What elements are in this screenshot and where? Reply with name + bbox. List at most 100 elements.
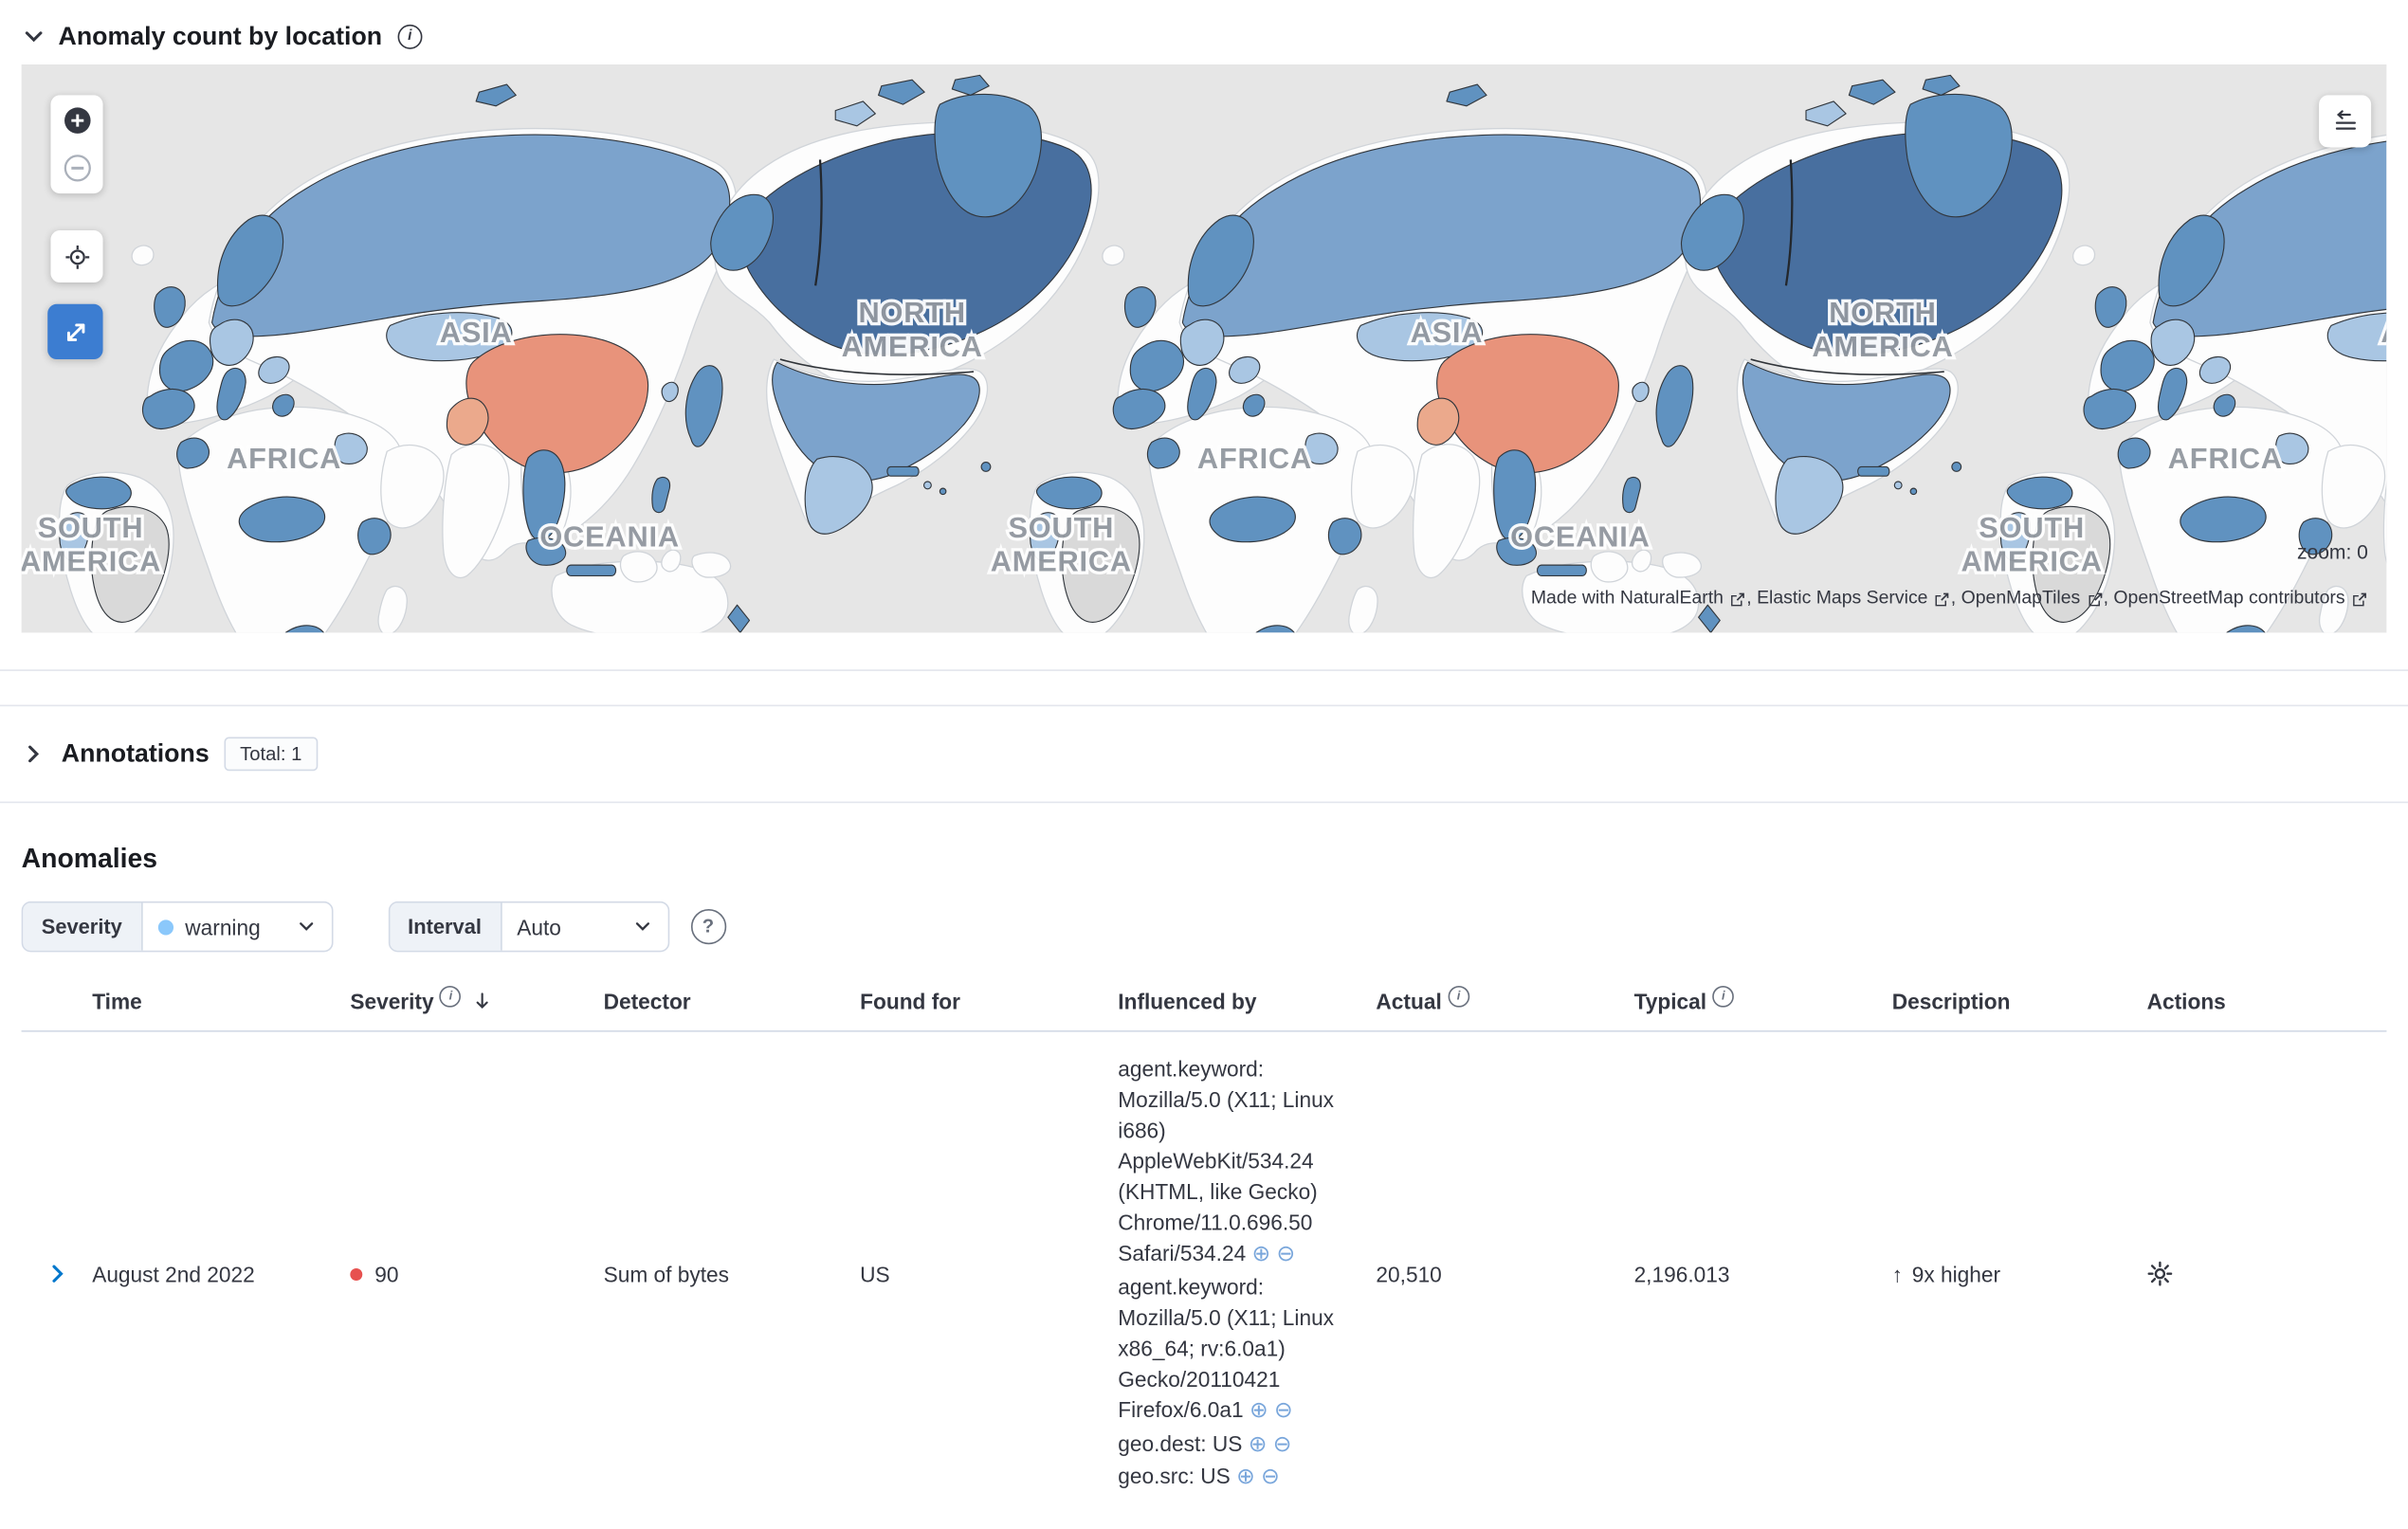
zoom-in-button[interactable] [63,106,92,136]
column-header-description: Description [1891,976,2147,1032]
expand-annotations-button[interactable] [22,741,46,766]
fit-to-data-button[interactable] [50,229,103,283]
attribution-separator: , [1746,586,1758,609]
zoom-out-button[interactable] [63,154,92,183]
chevron-right-icon [52,1265,64,1283]
column-header-severity[interactable]: Severity [350,976,604,1032]
sort-descending-icon [477,992,489,1010]
menu-left-icon [2335,109,2356,129]
minus-in-circle-icon [63,155,91,182]
column-header-actions: Actions [2146,976,2387,1032]
map-label-america: AMERICA [1961,545,2103,578]
severity-filter-label: Severity [23,902,142,951]
annotations-panel-header: Annotations Total: 1 [0,706,2408,778]
chevron-down-icon [25,31,43,43]
map-panel-title: Anomaly count by location [58,22,383,50]
actual-info-icon[interactable] [1448,985,1469,1008]
influencers-list: agent.keyword: Mozilla/5.0 (X11; Linux i… [1118,1053,1351,1494]
collapse-map-panel-button[interactable] [22,25,46,49]
filter-in-icon[interactable]: ⊕ [1236,1465,1255,1490]
map-label-north: NORTH [859,296,966,329]
attribution-link[interactable]: NaturalEarth [1620,587,1746,608]
arrow-up-icon: ↑ [1891,1261,1904,1286]
chevron-right-icon [28,745,40,763]
cell-severity: 90 [350,1031,603,1516]
map-label-america: AMERICA [991,545,1132,578]
divider [0,669,2408,671]
attribution-link[interactable]: Elastic Maps Service [1757,587,1951,608]
filter-out-icon[interactable]: ⊖ [1261,1465,1280,1490]
info-icon[interactable] [397,24,423,49]
cell-time: August 2nd 2022 [92,1261,255,1286]
anomaly-map[interactable]: ASIA NORTH AMERICA AFRICA OCEANIA SOUTH AMERIC… [21,64,2387,633]
expand-diagonal-icon [66,322,84,341]
map-label-africa: AFRICA [2168,442,2283,475]
map-zoom-control [50,95,103,194]
expander-column-header [21,976,93,1032]
row-actions-button[interactable] [2147,1261,2174,1287]
description-text: 9x higher [1911,1261,2001,1286]
typical-info-icon[interactable] [1712,985,1735,1008]
column-header-influenced-by: Influenced by [1118,976,1377,1032]
interval-filter-label: Interval [389,902,502,951]
annotations-total-badge: Total: 1 [224,737,318,772]
severity-score: 90 [374,1262,399,1287]
filter-in-icon[interactable]: ⊕ [1248,1431,1268,1457]
attribution-link[interactable]: OpenMapTiles [1961,587,2104,608]
gear-icon [2147,1261,2173,1286]
anomalies-title: Anomalies [21,843,158,874]
filter-out-icon[interactable]: ⊖ [1272,1431,1292,1457]
cell-typical: 2,196.013 [1633,1261,1730,1286]
interval-filter-select[interactable]: Auto [502,903,667,951]
table-header-row: Time Severity Detector Found for Influen… [21,976,2387,1032]
chevron-down-icon [635,922,649,931]
external-link-icon [2353,592,2366,606]
map-label-south: SOUTH [38,511,144,544]
filter-in-icon[interactable]: ⊕ [1249,1398,1268,1424]
influencer-text: geo.dest: US [1118,1430,1243,1456]
cell-actual: 20,510 [1376,1261,1442,1286]
collapse-legend-button[interactable] [2319,95,2372,148]
influenced-by-cell: agent.keyword: Mozilla/5.0 (X11; Linux i… [1118,1031,1376,1516]
filter-out-icon[interactable]: ⊖ [1273,1398,1293,1424]
divider [0,704,2408,707]
map-label-africa: AFRICA [1197,442,1312,475]
column-header-typical: Typical [1633,976,1892,1032]
attribution-prefix: Made with [1530,586,1620,609]
severity-filter-select[interactable]: warning [142,903,331,951]
influencer-item: agent.keyword: Mozilla/5.0 (X11; Linux x… [1118,1271,1351,1428]
cell-actions [2147,1031,2387,1516]
filter-in-icon[interactable]: ⊕ [1251,1242,1271,1267]
cell-description: ↑ 9x higher [1892,1031,2147,1516]
cell-detector: Sum of bytes [603,1261,729,1286]
external-link-icon [1731,592,1745,606]
filter-out-icon[interactable]: ⊖ [1276,1242,1296,1267]
chevron-down-icon [299,922,313,931]
crosshair-icon [64,245,89,268]
cell-found-for: US [860,1261,890,1286]
map-label-america: AMERICA [842,330,983,363]
map-label-north: NORTH [1829,296,1936,329]
plus-in-circle-icon [64,107,90,134]
severity-info-icon[interactable] [440,985,462,1008]
attribution-separator: , [1950,586,1961,609]
divider [0,801,2408,804]
anomalies-filters: Severity warning Interval Auto [21,901,2408,953]
influencer-item: agent.keyword: Mozilla/5.0 (X11; Linux i… [1118,1053,1351,1271]
anomalies-table: Time Severity Detector Found for Influen… [21,976,2387,1516]
map-panel-header: Anomaly count by location [0,0,2408,62]
map-attribution: Made with NaturalEarth, Elastic Maps Ser… [1530,586,2368,609]
expand-map-button[interactable] [47,303,103,360]
interval-filter-group: Interval Auto [388,901,669,953]
column-header-actual: Actual [1376,976,1634,1032]
map-label-america: AMERICA [1812,330,1953,363]
interval-help-icon[interactable] [690,908,726,945]
expand-row-button[interactable] [46,1263,69,1285]
map-label-africa: AFRICA [227,442,341,475]
external-link-icon [1936,592,1949,606]
map-label-oceania: OCEANIA [539,520,680,554]
attribution-link[interactable]: OpenStreetMap contributors [2113,587,2367,608]
map-label-america: AMERICA [22,545,162,578]
warning-severity-dot [157,919,173,935]
